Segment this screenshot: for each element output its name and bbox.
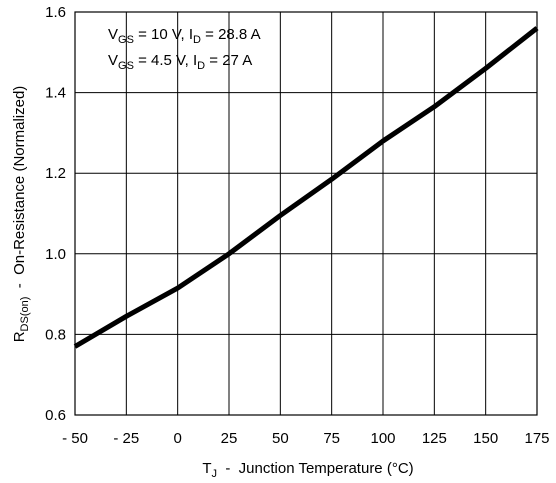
x-axis-label: TJ - Junction Temperature (°C) (202, 460, 413, 480)
x-tick-label: 100 (370, 430, 395, 447)
x-tick-label: 125 (422, 430, 447, 447)
y-tick-label: 0.8 (45, 326, 66, 343)
x-tick-label: 150 (473, 430, 498, 447)
y-tick-label: 1.0 (45, 246, 66, 263)
x-tick-label: 50 (272, 430, 289, 447)
x-tick-labels: - 50 - 25 0 25 50 75 100 125 150 175 (62, 430, 549, 447)
x-tick-label: 175 (524, 430, 549, 447)
y-tick-label: 1.6 (45, 4, 66, 21)
y-tick-label: 1.4 (45, 85, 66, 102)
grid-lines (75, 12, 537, 415)
x-tick-label: 0 (173, 430, 181, 447)
y-axis-label: RDS(on) - On-Resistance (Normalized) (11, 86, 31, 343)
x-tick-label: - 25 (113, 430, 139, 447)
condition-label-2: VGS = 4.5 V, ID = 27 A (108, 52, 252, 72)
x-tick-label: - 50 (62, 430, 88, 447)
condition-label-1: VGS = 10 V, ID = 28.8 A (108, 26, 261, 46)
y-tick-label: 0.6 (45, 407, 66, 424)
y-tick-label: 1.2 (45, 165, 66, 182)
x-tick-label: 25 (221, 430, 238, 447)
series-line-rds-on (73, 26, 539, 349)
y-tick-labels: 0.6 0.8 1.0 1.2 1.4 1.6 (45, 4, 66, 424)
plot-frame (74, 11, 538, 416)
x-tick-label: 75 (323, 430, 340, 447)
